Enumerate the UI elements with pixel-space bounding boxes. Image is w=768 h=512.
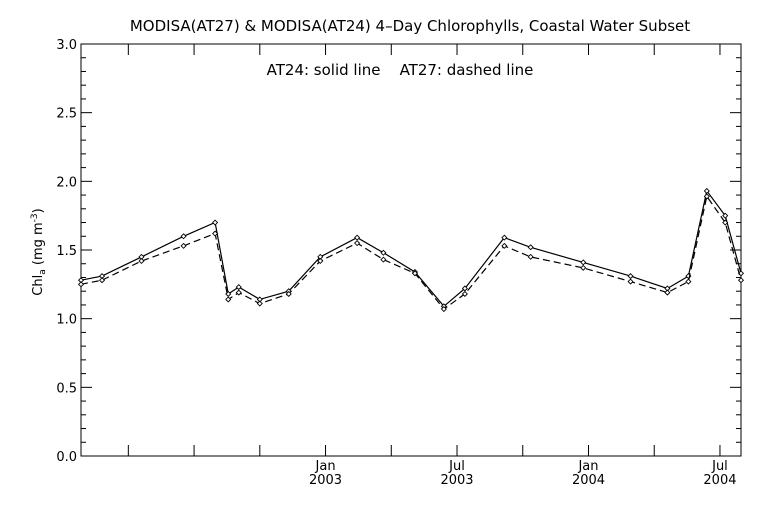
data-point-at27 [354,240,361,247]
plot-frame [80,43,742,457]
data-point-at27 [411,270,418,277]
y-tick-label: 1.0 [56,313,77,328]
y-tick-label: 1.5 [56,244,77,259]
y-tick-label: 2.0 [56,175,77,190]
data-point-at24 [212,219,219,226]
data-point-at24 [180,233,187,240]
data-point-at24 [580,259,587,266]
y-axis-label-unit-close: ) [31,208,46,213]
data-point-at24 [722,212,729,219]
plot-axes [80,43,742,457]
data-point-at24 [380,249,387,256]
y-tick-label: 0.5 [56,381,77,396]
series-line-at27 [80,194,742,310]
y-axis-label-unit-power: -3 [30,213,40,222]
data-point-at27 [285,290,292,297]
y-axis-label-unit-open: (mg m [31,222,46,269]
x-tick-label-year: 2004 [703,473,736,488]
data-point-at27 [180,242,187,249]
y-axis-label-subscript: a [38,269,48,275]
tick-labels: 0.00.51.01.52.02.53.0Jan2003Jul2003Jan20… [56,38,736,488]
y-axis-label-base: Chl [31,275,46,296]
x-tick-label-year: 2004 [572,473,605,488]
x-tick-label-month: Jul [711,459,728,474]
data-point-at27 [461,290,468,297]
data-point-at24 [461,285,468,292]
data-point-at27 [627,278,634,285]
line-style-annotation: AT24: solid line AT27: dashed line [267,61,534,79]
data-point-at27 [722,219,729,226]
series-line-at24 [80,189,742,308]
chart-title: MODISA(AT27) & MODISA(AT24) 4–Day Chloro… [130,17,690,35]
series-at24 [77,187,745,310]
data-series [77,187,745,313]
data-point-at24 [527,244,534,251]
data-point-at27 [212,230,219,237]
data-point-at27 [664,289,671,296]
data-point-at27 [737,277,745,284]
y-tick-label: 0.0 [56,450,77,465]
series-at27 [77,193,745,313]
data-point-at27 [256,300,263,307]
data-point-at27 [440,306,447,313]
y-axis-label: Chla (mg m-3) [30,208,48,295]
data-point-at27 [380,256,387,263]
x-tick-label-year: 2003 [440,473,473,488]
data-point-at27 [225,296,232,303]
data-point-at24 [703,187,710,194]
data-point-at27 [703,193,710,200]
data-point-at24 [627,273,634,280]
data-point-at27 [685,278,692,285]
data-point-at27 [138,257,145,265]
x-tick-label-month: Jul [448,459,465,474]
svg-text:Chla (mg m-3): Chla (mg m-3) [30,208,48,295]
data-point-at27 [317,257,324,265]
data-point-at27 [77,281,85,288]
data-point-at24 [354,234,361,241]
data-point-at27 [527,253,534,260]
axis-ticks [81,43,741,457]
data-point-at24 [235,284,242,291]
data-point-at24 [501,234,508,241]
data-point-at27 [235,289,242,296]
y-tick-label: 3.0 [56,38,77,53]
data-point-at27 [580,264,587,271]
x-tick-label-month: Jan [577,459,598,474]
x-tick-label-month: Jan [315,459,336,474]
x-tick-label-year: 2003 [309,473,342,488]
y-tick-label: 2.5 [56,107,77,122]
data-point-at27 [501,242,508,249]
data-point-at27 [98,277,106,284]
